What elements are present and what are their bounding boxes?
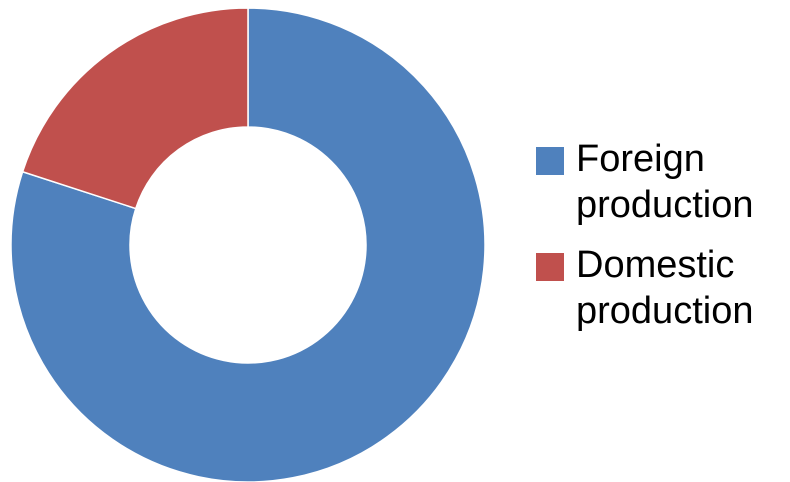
legend-label-foreign-production: Foreign production [576, 138, 754, 226]
legend-item-domestic-production: Domestic production [536, 242, 788, 334]
legend-swatch-foreign-production [536, 147, 564, 175]
legend-swatch-domestic-production [536, 253, 564, 281]
donut-slices [10, 7, 486, 482]
legend-label-domestic-production: Domestic production [576, 244, 754, 332]
legend-item-foreign-production: Foreign production [536, 136, 788, 228]
donut-slice-foreign-production [10, 7, 486, 482]
donut-slice-domestic-production [21, 7, 249, 210]
chart-legend: Foreign production Domestic production [536, 136, 788, 348]
